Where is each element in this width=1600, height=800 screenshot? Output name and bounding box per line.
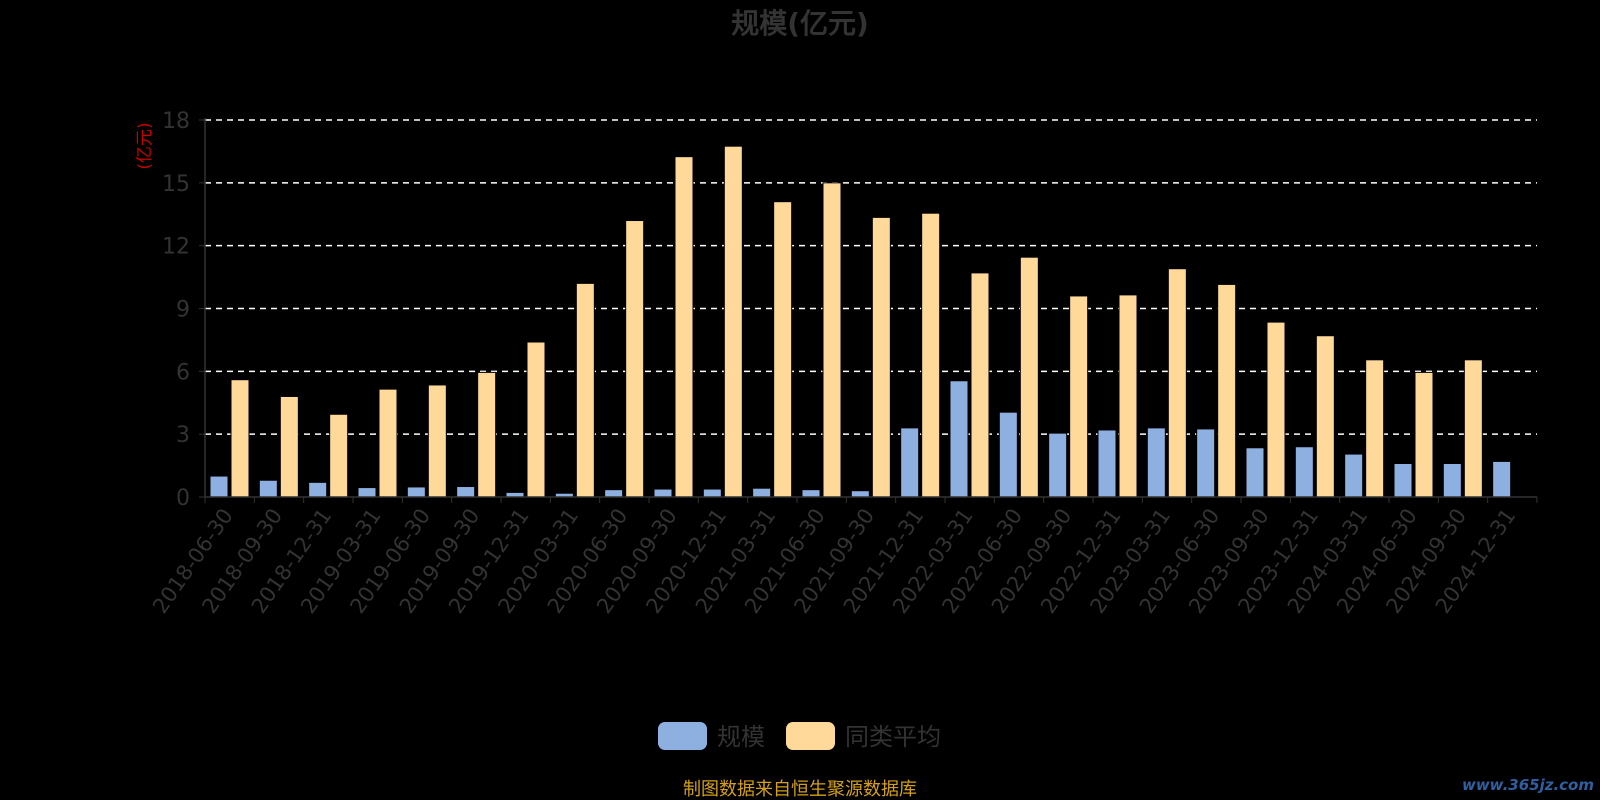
bar-scale[interactable] — [406, 486, 426, 498]
y-axis-unit: (亿元) — [135, 122, 155, 169]
bar-scale[interactable] — [998, 411, 1018, 498]
bar-peer-avg[interactable] — [1217, 283, 1237, 498]
legend-swatch — [786, 722, 835, 750]
y-tick-label: 15 — [162, 172, 190, 197]
bar-peer-avg[interactable] — [1463, 359, 1483, 498]
bar-peer-avg[interactable] — [1118, 294, 1138, 498]
bar-peer-avg[interactable] — [1069, 295, 1089, 498]
footer-source: 制图数据来自恒生聚源数据库 — [683, 779, 917, 800]
bar-scale[interactable] — [1048, 432, 1068, 498]
bar-scale[interactable] — [1146, 427, 1166, 498]
bar-peer-avg[interactable] — [575, 282, 595, 498]
bar-scale[interactable] — [1442, 462, 1462, 498]
bar-peer-avg[interactable] — [1414, 371, 1434, 498]
bar-peer-avg[interactable] — [1315, 335, 1335, 498]
bar-scale[interactable] — [801, 489, 821, 498]
bar-scale[interactable] — [1294, 446, 1314, 498]
bar-peer-avg[interactable] — [1167, 268, 1187, 498]
y-tick-label: 9 — [176, 298, 190, 323]
legend[interactable]: 规模 同类平均 — [658, 722, 941, 751]
chart-title: 规模(亿元) — [731, 7, 869, 40]
bar-peer-avg[interactable] — [279, 395, 299, 498]
bar-peer-avg[interactable] — [477, 371, 497, 498]
bar-peer-avg[interactable] — [822, 182, 842, 498]
legend-item[interactable]: 同类平均 — [786, 722, 941, 751]
bar-scale[interactable] — [653, 488, 673, 498]
bar-scale[interactable] — [209, 475, 229, 498]
bar-scale[interactable] — [949, 380, 969, 498]
bar-peer-avg[interactable] — [230, 379, 250, 498]
bar-peer-avg[interactable] — [1019, 256, 1039, 498]
legend-swatch — [658, 722, 707, 750]
bar-peer-avg[interactable] — [1365, 359, 1385, 498]
legend-item[interactable]: 规模 — [658, 722, 765, 751]
bar-peer-avg[interactable] — [1266, 321, 1286, 498]
bar-peer-avg[interactable] — [921, 212, 941, 498]
bar-scale[interactable] — [456, 486, 476, 498]
watermark: www.365jz.com — [1462, 776, 1594, 794]
bar-peer-avg[interactable] — [329, 413, 349, 498]
bar-scale[interactable] — [258, 479, 278, 498]
bar-scale[interactable] — [1097, 429, 1117, 498]
bar-peer-avg[interactable] — [378, 388, 398, 498]
bar-peer-avg[interactable] — [871, 216, 891, 498]
bars — [209, 145, 1512, 498]
bar-scale[interactable] — [1196, 428, 1216, 498]
bar-peer-avg[interactable] — [625, 220, 645, 498]
bar-scale[interactable] — [702, 488, 722, 498]
bar-scale[interactable] — [357, 487, 377, 498]
bar-scale[interactable] — [752, 487, 772, 498]
legend-label: 规模 — [717, 723, 765, 751]
axes — [204, 118, 1537, 498]
y-tick-label: 12 — [162, 235, 190, 260]
bar-scale[interactable] — [900, 427, 920, 498]
bar-scale[interactable] — [308, 481, 328, 498]
y-axis-ticks: 0 3 6 9 12 15 18 — [162, 109, 205, 511]
bar-peer-avg[interactable] — [674, 156, 694, 498]
bar-peer-avg[interactable] — [427, 384, 447, 498]
bar-scale[interactable] — [1492, 460, 1512, 498]
y-tick-label: 3 — [176, 423, 190, 448]
bar-peer-avg[interactable] — [723, 145, 743, 498]
bar-peer-avg[interactable] — [970, 272, 990, 498]
bar-peer-avg[interactable] — [773, 201, 793, 498]
bar-scale[interactable] — [1245, 447, 1265, 498]
grid-lines — [205, 119, 1537, 435]
bar-peer-avg[interactable] — [526, 341, 546, 498]
x-axis-ticks: 2018-06-302018-09-302018-12-312019-03-31… — [148, 497, 1538, 618]
y-tick-label: 0 — [176, 486, 190, 511]
legend-label: 同类平均 — [845, 723, 941, 751]
bar-scale[interactable] — [604, 489, 624, 498]
y-tick-label: 18 — [162, 109, 190, 134]
bar-scale[interactable] — [1393, 462, 1413, 498]
y-tick-label: 6 — [176, 360, 190, 385]
bar-scale[interactable] — [850, 490, 870, 498]
bar-scale[interactable] — [1344, 453, 1364, 498]
